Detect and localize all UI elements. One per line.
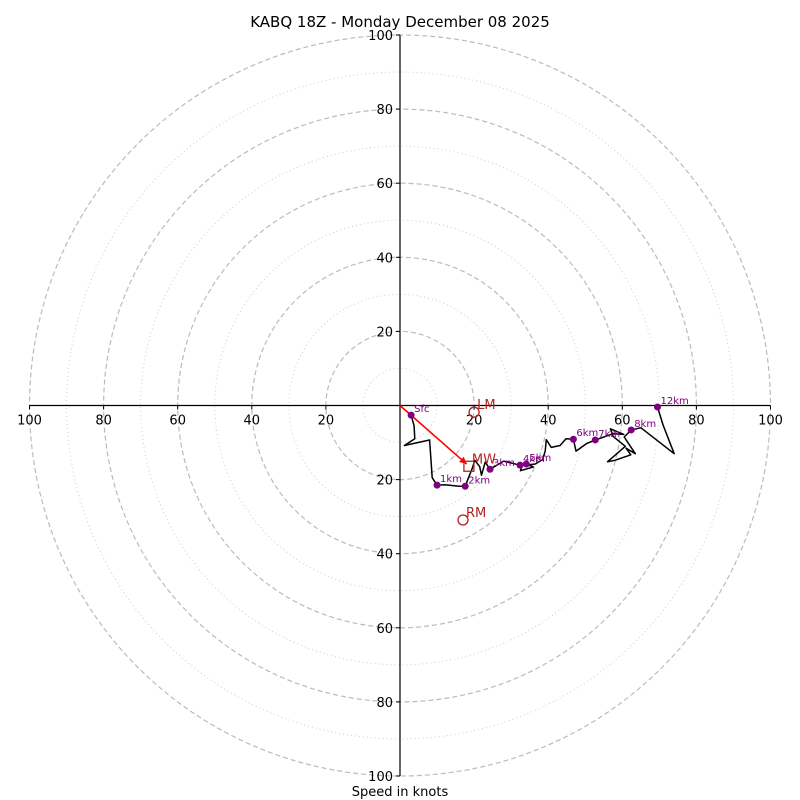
height-label-1km: 1km — [440, 474, 462, 485]
height-marker-4km — [516, 461, 524, 469]
tick-labels: 100 80 60 40 20 20 40 60 80 100204060801002040608… — [17, 29, 783, 785]
height-marker-sfc — [407, 411, 415, 419]
height-label-3km: 3km — [493, 458, 515, 469]
y-tick-label-bottom: 60 — [376, 622, 393, 637]
x-tick-label-left: 20 — [318, 414, 335, 429]
y-tick-label-top: 100 — [368, 29, 393, 44]
height-marker-12km — [653, 403, 661, 411]
hodograph-trace — [403, 406, 675, 488]
x-axis-label: Speed in knots — [352, 785, 449, 800]
x-tick-label-left: 100 — [17, 414, 42, 429]
chart-title: KABQ 18Z - Monday December 08 2025 — [250, 13, 550, 31]
y-tick-label-bottom: 80 — [376, 696, 393, 711]
height-marker-8km — [627, 426, 635, 434]
height-label-7km: 7km — [598, 429, 620, 440]
y-tick-label-bottom: 100 — [368, 770, 393, 785]
y-tick-label-top: 40 — [376, 251, 393, 266]
height-marker-1km — [433, 481, 441, 489]
storm-marker-lm — [468, 406, 480, 418]
storm-motion-markers: LM MW RM — [457, 398, 496, 526]
height-label-8km: 8km — [634, 419, 656, 430]
height-marker-3km — [486, 465, 494, 473]
x-tick-label-right: 20 — [466, 414, 483, 429]
height-label-2km: 2km — [468, 475, 490, 486]
y-tick-label-bottom: 40 — [376, 548, 393, 563]
storm-marker-mw — [463, 460, 475, 472]
height-marker-7km — [591, 436, 599, 444]
hodograph-line — [403, 406, 675, 488]
height-marker-2km — [461, 482, 469, 490]
storm-label-rm: RM — [466, 506, 486, 521]
height-label-sfc: Sfc — [414, 404, 429, 415]
x-tick-label-left: 40 — [244, 414, 261, 429]
storm-marker-rm — [457, 514, 469, 526]
storm-label-lm: LM — [477, 398, 495, 413]
height-label-5km: 5km — [529, 453, 551, 464]
x-tick-label-right: 100 — [758, 414, 783, 429]
storm-label-mw: MW — [472, 452, 496, 467]
height-marker-5km — [522, 460, 530, 468]
x-tick-label-right: 40 — [540, 414, 557, 429]
y-tick-label-bottom: 20 — [376, 474, 393, 489]
y-tick-label-top: 60 — [376, 177, 393, 192]
height-label-12km: 12km — [660, 396, 688, 407]
x-tick-label-left: 80 — [95, 414, 112, 429]
y-tick-label-top: 80 — [376, 103, 393, 118]
mean-wind-arrowhead — [459, 456, 467, 465]
y-tick-label-top: 20 — [376, 325, 393, 340]
height-label-4km: 4km — [523, 454, 545, 465]
height-marker-6km — [569, 435, 577, 443]
height-label-6km: 6km — [576, 428, 598, 439]
x-tick-label-left: 60 — [169, 414, 186, 429]
x-tick-label-right: 60 — [614, 414, 631, 429]
x-tick-label-right: 80 — [688, 414, 705, 429]
